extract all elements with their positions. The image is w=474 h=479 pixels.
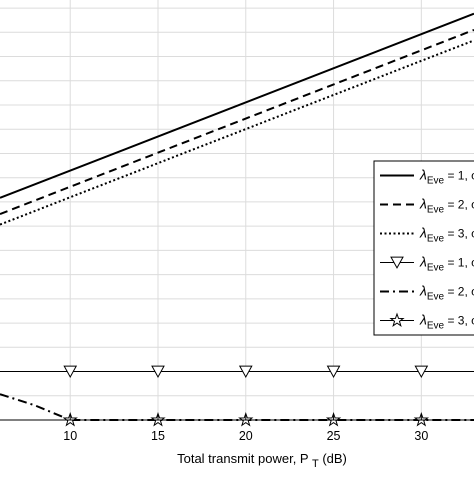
legend-entry-5: λEve = 2, φ [419, 283, 474, 303]
x-tick-label: 10 [63, 429, 77, 443]
marker-triangle-down [238, 365, 253, 378]
x-tick-label: 25 [327, 429, 341, 443]
x-tick-label: 15 [151, 429, 165, 443]
series-line-5 [0, 393, 474, 421]
marker-triangle-down [326, 365, 341, 378]
series-line-1 [0, 12, 474, 199]
series-line-2 [0, 28, 474, 215]
legend-entry-2: λEve = 2, φ [419, 196, 474, 216]
x-ticks: 10 15 20 25 30 [63, 415, 428, 443]
x-axis-title: Total transmit power, P T (dB) [177, 451, 347, 470]
marker-triangle-down [390, 256, 404, 269]
marker-star [389, 312, 405, 327]
legend-entry-6: λEve = 3, φ [419, 312, 474, 332]
legend-entry-4: λEve = 1, φ [419, 254, 474, 274]
series-line-3 [0, 39, 474, 226]
marker-triangle-down [151, 365, 165, 378]
x-tick-label: 30 [414, 429, 428, 443]
legend-entry-3: λEve = 3, φ [419, 225, 474, 245]
legend-entry-1: λEve = 1, φ [419, 167, 474, 187]
marker-triangle-down [63, 365, 78, 378]
marker-triangle-down [414, 365, 429, 378]
legend-box [373, 160, 474, 336]
x-tick-label: 20 [239, 429, 253, 443]
legend: λEve = 1, φ λEve = 2, φ λEve = 3, φ λEve = … [373, 160, 474, 336]
